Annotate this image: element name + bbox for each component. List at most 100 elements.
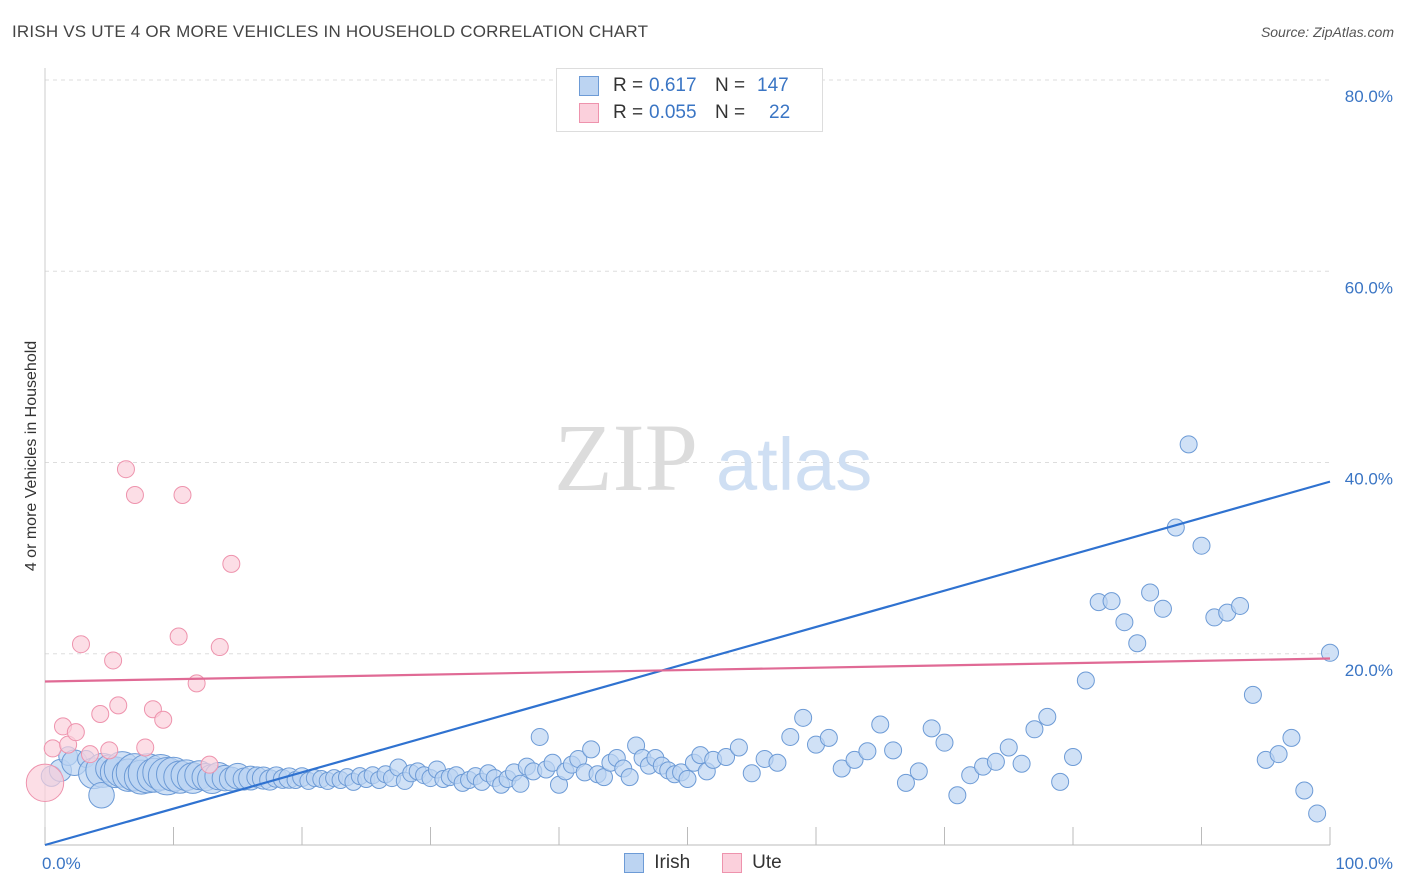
irish-point xyxy=(1115,613,1134,632)
axes xyxy=(44,68,1331,846)
irish-point xyxy=(1192,536,1211,555)
ute-point xyxy=(154,710,173,729)
irish-point xyxy=(1038,707,1057,726)
legend-n-label: N = xyxy=(715,102,746,123)
ute-point xyxy=(66,723,85,742)
ute-point xyxy=(136,738,155,757)
ute-point xyxy=(200,755,219,774)
irish-point xyxy=(884,741,903,760)
irish-legend-swatch xyxy=(624,853,645,873)
irish-point xyxy=(1321,643,1339,662)
y-tick-label: 60.0% xyxy=(1345,278,1393,297)
irish-points xyxy=(40,435,1339,823)
irish-point xyxy=(1308,804,1327,823)
tick-labels: 20.0% 40.0% 60.0% 80.0% 0.0% 100.0% xyxy=(42,87,1393,873)
irish-point xyxy=(1076,671,1095,690)
y-tick-label: 80.0% xyxy=(1345,87,1393,106)
chart-title: IRISH VS UTE 4 OR MORE VEHICLES IN HOUSE… xyxy=(12,22,649,41)
irish-point xyxy=(1153,599,1172,618)
watermark-atlas: atlas xyxy=(716,423,872,506)
legend-r-label: R = xyxy=(613,102,644,123)
ute-point xyxy=(210,638,229,657)
correlation-legend: R = 0.617 N = 147 R = 0.055 N = 22 xyxy=(556,68,823,132)
ute-point xyxy=(91,704,110,723)
ute-swatch xyxy=(579,103,599,123)
irish-point xyxy=(948,786,967,805)
irish-point xyxy=(620,768,639,787)
legend-item-irish: Irish xyxy=(624,852,690,874)
ute-point xyxy=(100,741,119,760)
ute-point xyxy=(116,460,135,479)
ute-point xyxy=(187,674,206,693)
watermark-zip: ZIP xyxy=(554,404,698,511)
legend-r-value: 0.055 xyxy=(649,102,697,123)
irish-point xyxy=(530,727,549,746)
y-tick-label: 20.0% xyxy=(1345,661,1393,680)
irish-point xyxy=(1012,754,1031,773)
ute-point xyxy=(169,627,188,646)
irish-point xyxy=(1269,745,1288,764)
watermark: ZIP atlas xyxy=(554,404,872,511)
x-tick-label: 100.0% xyxy=(1335,854,1393,873)
series-legend: Irish Ute xyxy=(0,852,1406,874)
ute-trend-line xyxy=(44,657,1331,683)
irish-point xyxy=(794,708,813,727)
irish-point xyxy=(717,748,736,767)
irish-point xyxy=(582,740,601,759)
irish-point xyxy=(832,759,851,778)
y-axis-label: 4 or more Vehicles in Household xyxy=(23,341,40,571)
irish-point xyxy=(1064,748,1082,767)
irish-point xyxy=(1102,592,1121,611)
irish-point xyxy=(1141,583,1160,602)
irish-point xyxy=(543,753,562,772)
legend-n-label: N = xyxy=(715,75,746,96)
irish-point xyxy=(1025,720,1044,739)
irish-point xyxy=(1128,634,1147,653)
legend-n-value: 22 xyxy=(769,102,791,123)
irish-point xyxy=(1243,685,1262,704)
irish-point xyxy=(871,715,890,734)
irish-point xyxy=(986,752,1005,771)
legend-r-label: R = xyxy=(613,75,644,96)
irish-point xyxy=(781,727,800,746)
irish-point xyxy=(858,742,877,761)
irish-point xyxy=(511,774,530,793)
irish-point xyxy=(845,750,864,769)
legend-r-value: 0.617 xyxy=(649,75,697,96)
ute-point xyxy=(71,635,90,654)
ute-point xyxy=(222,554,241,573)
legend-row-irish: R = 0.617 N = 147 xyxy=(579,75,789,97)
source-credit: Source: ZipAtlas.com xyxy=(1260,24,1394,40)
ute-point xyxy=(80,745,99,764)
irish-point xyxy=(961,766,980,785)
ute-point xyxy=(104,651,123,670)
irish-point xyxy=(742,764,761,783)
y-tick-label: 40.0% xyxy=(1345,470,1393,489)
irish-swatch xyxy=(579,76,599,96)
irish-point xyxy=(922,719,941,738)
irish-trend-line xyxy=(44,480,1331,847)
irish-point xyxy=(1231,596,1250,615)
irish-point xyxy=(999,738,1018,757)
trend-lines xyxy=(44,480,1331,847)
legend-n-value: 147 xyxy=(757,75,789,96)
irish-point xyxy=(909,762,928,781)
x-tick-label: 0.0% xyxy=(42,854,81,873)
irish-point xyxy=(768,753,787,772)
irish-point xyxy=(1051,772,1070,791)
ute-point xyxy=(173,486,192,505)
legend-item-ute: Ute xyxy=(722,852,782,874)
ute-point xyxy=(43,739,62,758)
irish-point xyxy=(1179,435,1198,454)
irish-point xyxy=(935,733,954,752)
legend-row-ute: R = 0.055 N = 22 xyxy=(579,102,790,124)
irish-point xyxy=(896,773,915,792)
ute-point xyxy=(125,486,144,505)
ute-point xyxy=(109,696,128,715)
ute-point xyxy=(25,763,65,803)
ute-legend-label: Ute xyxy=(752,852,782,873)
irish-point xyxy=(1295,781,1314,800)
irish-point xyxy=(678,770,697,789)
ute-points xyxy=(25,460,241,803)
